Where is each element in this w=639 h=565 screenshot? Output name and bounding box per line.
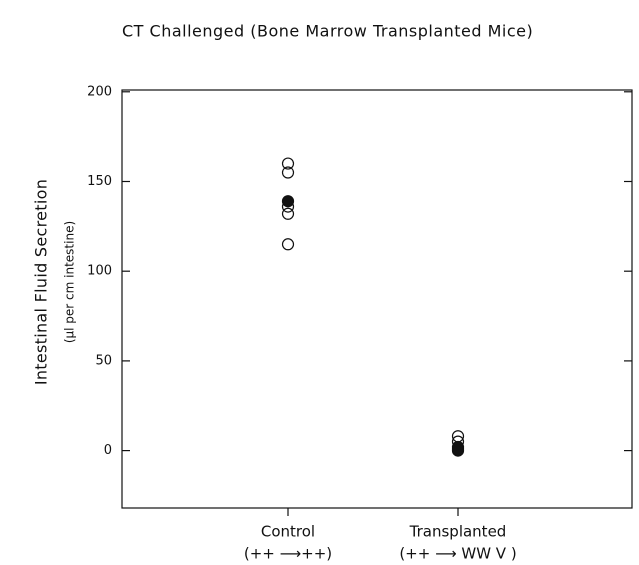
data-point	[281, 195, 295, 208]
x-tick-label: Control	[261, 523, 315, 541]
plot-frame	[121, 89, 633, 509]
data-point	[281, 166, 295, 179]
y-tick-label: 0	[104, 443, 112, 458]
data-point	[281, 207, 295, 220]
y-axis-sublabel: (μl per cm intestine)	[63, 221, 77, 343]
chart-title: CT Challenged (Bone Marrow Transplanted …	[122, 22, 533, 41]
data-point	[451, 444, 465, 457]
x-tick-label: Transplanted	[409, 523, 507, 541]
data-point	[281, 157, 295, 170]
x-tick-sublabel: (++ ⟶++)	[244, 545, 332, 563]
y-tick-label: 100	[87, 264, 112, 279]
data-point	[281, 238, 295, 251]
y-tick-label: 150	[87, 174, 112, 189]
y-axis-label: Intestinal Fluid Secretion	[32, 179, 51, 385]
y-tick-label: 50	[95, 353, 112, 368]
x-tick-sublabel: (++ ⟶ WW V )	[399, 545, 516, 563]
y-tick-label: 200	[87, 84, 112, 99]
